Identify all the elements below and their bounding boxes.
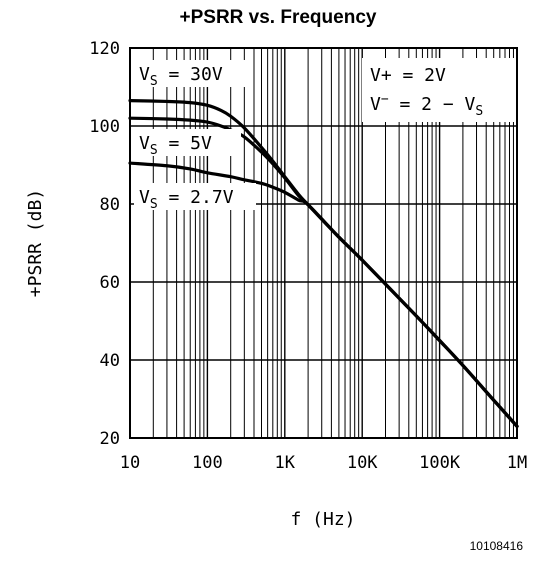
x-tick-label: 10K <box>347 453 378 473</box>
x-tick-label: 100K <box>419 453 461 473</box>
curve-label-layer: VS = 30V VS = 5V VS = 2.7V V+ = 2V V− = 2 − … <box>134 58 514 212</box>
curve-label-30v: VS = 30V <box>139 64 223 89</box>
y-tick-label: 40 <box>100 351 120 371</box>
y-tick-label: 80 <box>100 195 120 215</box>
figure-id: 10108416 <box>470 539 524 553</box>
chart-title: +PSRR vs. Frequency <box>180 7 377 28</box>
conditions-box-bg <box>362 58 514 122</box>
x-tick-label: 1K <box>275 453 296 473</box>
x-tick-label: 1M <box>507 453 527 473</box>
x-tick-label: 10 <box>120 453 140 473</box>
y-axis-label: +PSRR (dB) <box>25 189 46 297</box>
x-axis-label: f (Hz) <box>290 509 355 530</box>
grid-lines <box>130 48 517 438</box>
y-tick-label: 60 <box>100 273 120 293</box>
y-tick-label: 120 <box>89 39 120 59</box>
y-tick-label: 20 <box>100 429 120 449</box>
condition-line-1: V+ = 2V <box>370 65 446 86</box>
tick-label-layer: 10 100 1K 10K 100K 1M 20 40 60 80 100 120 <box>89 39 527 473</box>
curve-label-5v-bg <box>134 129 241 156</box>
series-line-2 <box>128 116 519 428</box>
plot-frame <box>129 47 518 439</box>
series-layer <box>128 99 519 428</box>
y-tick-label: 100 <box>89 117 120 137</box>
series-line-3 <box>128 161 519 428</box>
curve-label-2-7v-bg <box>134 183 256 210</box>
condition-line-2: V− = 2 − VS <box>370 92 483 119</box>
curve-label-30v-bg <box>134 60 252 87</box>
curve-label-5v: VS = 5V <box>139 133 212 158</box>
x-tick-label: 100 <box>192 453 223 473</box>
curve-label-2-7v: VS = 2.7V <box>139 187 234 212</box>
